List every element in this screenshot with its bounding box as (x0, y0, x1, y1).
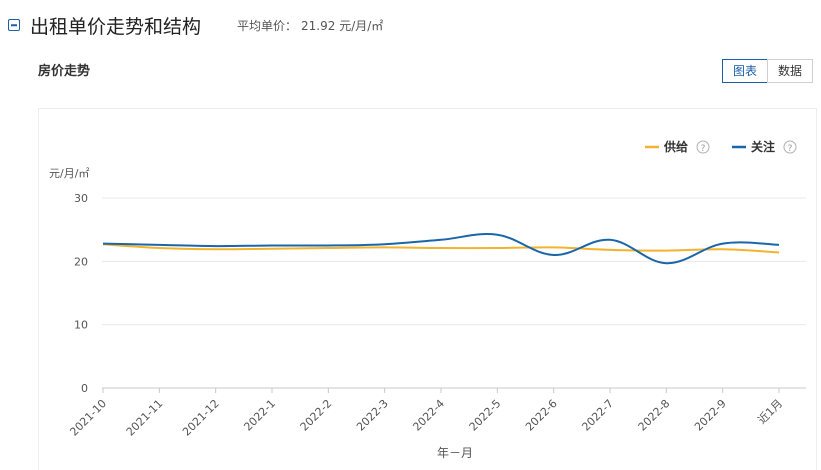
chart-container (38, 108, 817, 470)
attention-series-line (102, 233, 780, 265)
y-axis-label: 元/月/㎡ (49, 167, 89, 180)
x-tick-label: 近1月 (755, 397, 785, 427)
section-header: 出租单价走势和结构 平均单价： 21.92 元/月/㎡ (8, 10, 383, 40)
x-tick-label: 2022-9 (692, 397, 729, 434)
supply-series-line (102, 243, 780, 254)
x-tick-label: 2021-10 (67, 397, 109, 439)
data-view-button[interactable]: 数据 (767, 59, 814, 83)
x-tick-label: 2021-12 (180, 397, 222, 439)
x-axis-label: 年－月 (437, 446, 473, 460)
chart-subtitle: 房价走势 (38, 64, 91, 79)
x-tick-label: 2022-4 (410, 397, 447, 434)
average-price-value: 21.92 元/月/㎡ (301, 18, 384, 33)
legend-label: 关注 (751, 139, 775, 154)
x-tick-label: 2022-7 (579, 397, 616, 434)
x-tick-label: 2022-6 (523, 397, 560, 434)
x-tick-label: 2022-2 (298, 397, 335, 434)
x-tick-label: 2022-8 (636, 397, 673, 434)
help-icon (696, 140, 710, 154)
collapse-icon[interactable] (8, 19, 20, 31)
help-icon (783, 140, 797, 154)
y-tick-label: 0 (81, 382, 88, 395)
x-tick-label: 2022-3 (354, 397, 391, 434)
section-title: 出租单价走势和结构 (30, 15, 202, 38)
y-tick-label: 30 (74, 192, 88, 205)
help-icon-glyph: ? (701, 144, 706, 154)
y-tick-label: 20 (74, 255, 88, 268)
view-toggle: 图表 数据 (722, 59, 814, 83)
chart-view-button[interactable]: 图表 (722, 59, 769, 83)
x-tick-label: 2021-11 (124, 397, 166, 439)
x-tick-label: 2022-1 (241, 397, 278, 434)
x-tick-label: 2022-5 (467, 397, 504, 434)
legend-label: 供给 (663, 139, 688, 154)
help-icon-glyph: ? (788, 144, 793, 154)
average-price-label: 平均单价： (237, 18, 298, 33)
y-tick-label: 10 (74, 319, 88, 332)
